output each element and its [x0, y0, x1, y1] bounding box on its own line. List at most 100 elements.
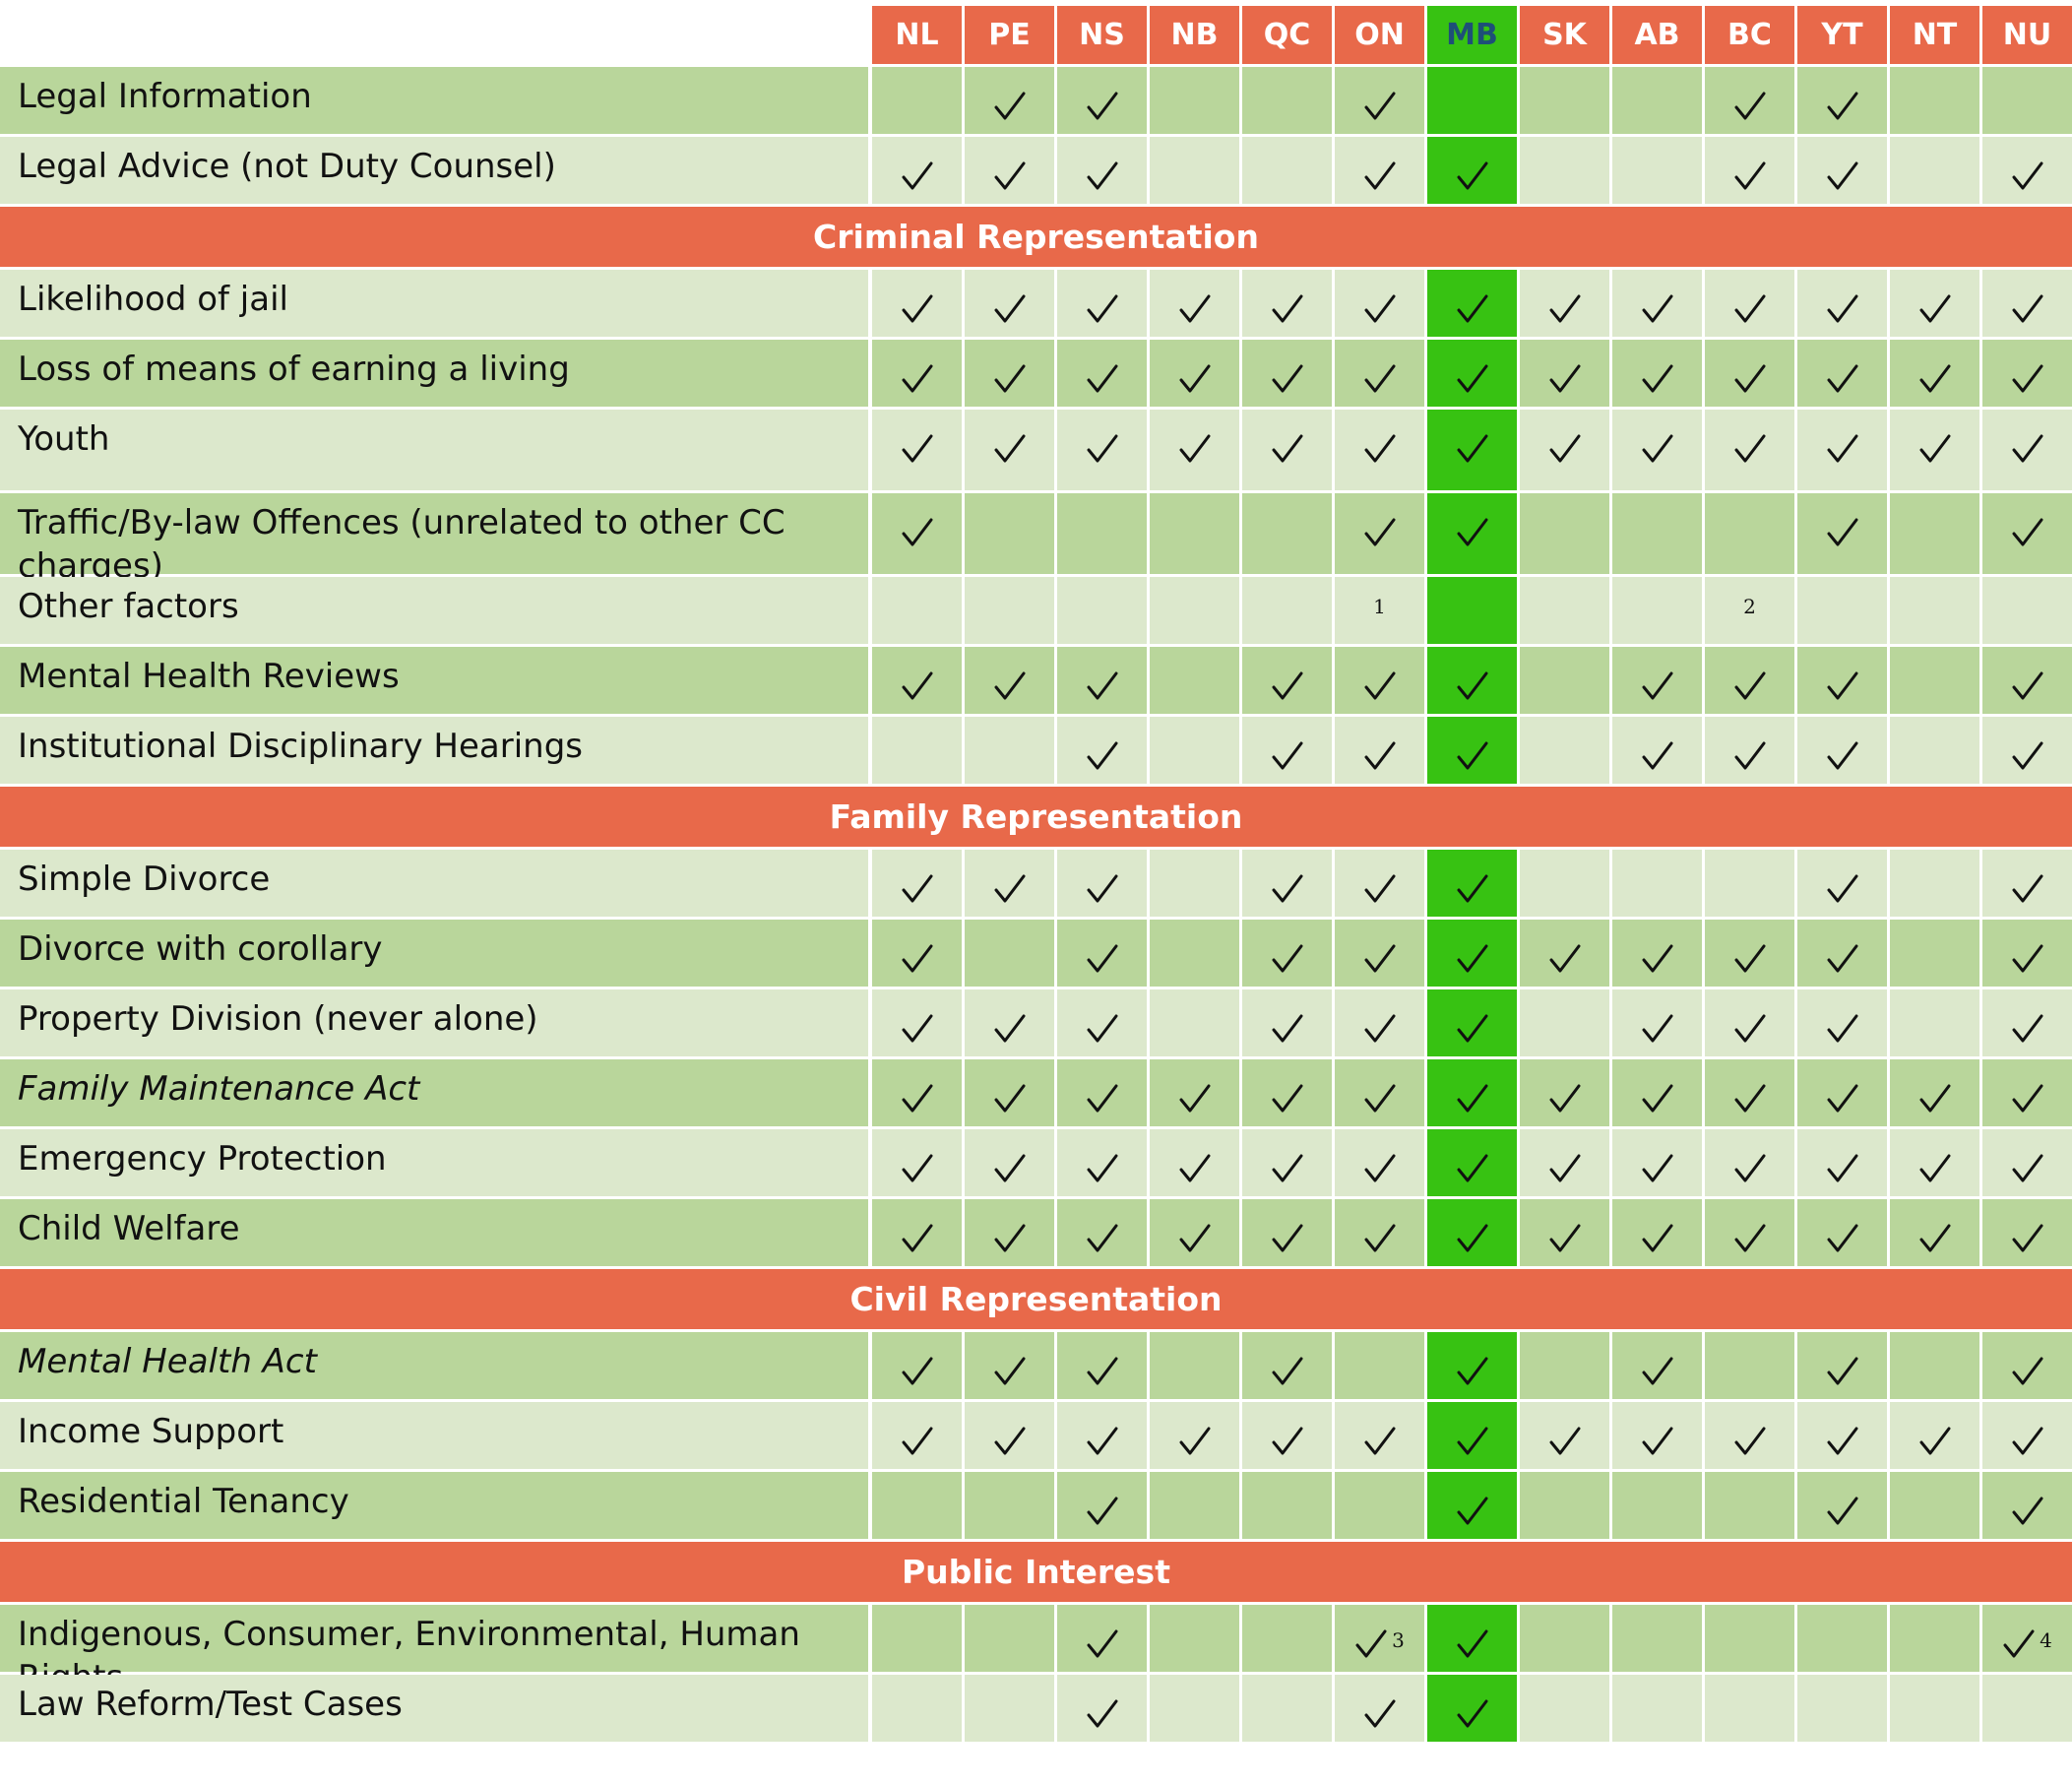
table-cell-pe [965, 1605, 1054, 1672]
checkmark-icon [1363, 873, 1397, 905]
checkmark-icon [1456, 1628, 1489, 1660]
table-cell-pe [965, 577, 1054, 644]
checkmark-icon [1826, 433, 1859, 465]
checkmark-icon [1086, 1698, 1119, 1730]
table-cell-nu [1982, 920, 2072, 987]
checkmark-icon [1363, 433, 1397, 465]
table-cell-nl [872, 340, 962, 407]
table-cell-pe [965, 647, 1054, 714]
table-cell-nt [1890, 920, 1979, 987]
table-cell-ab [1612, 1472, 1702, 1539]
table-cell-qc [1242, 1332, 1332, 1399]
checkmark-icon [1363, 91, 1397, 122]
table-cell-nt [1890, 1472, 1979, 1539]
table-cell-pe [965, 920, 1054, 987]
table-cell-ns [1057, 410, 1147, 490]
checkmark-icon [1456, 1496, 1489, 1527]
checkmark-icon [993, 160, 1027, 192]
table-cell-ns [1057, 920, 1147, 987]
checkmark-icon [1641, 1013, 1674, 1045]
section-header: Public Interest [0, 1542, 2072, 1602]
table-cell-nt [1890, 1129, 1979, 1196]
table-cell-ns [1057, 1605, 1147, 1672]
table-cell-ns [1057, 1472, 1147, 1539]
checkmark-icon [1456, 517, 1489, 548]
table-cell-bc [1705, 410, 1794, 490]
table-cell-ab [1612, 67, 1702, 134]
table-cell-bc [1705, 920, 1794, 987]
table-cell-nt [1890, 989, 1979, 1056]
table-cell-on [1335, 1332, 1424, 1399]
section-header: Criminal Representation [0, 207, 2072, 267]
table-cell-qc [1242, 647, 1332, 714]
table-cell-mb [1427, 577, 1517, 644]
table-cell-nu [1982, 340, 2072, 407]
table-cell-yt [1797, 989, 1887, 1056]
table-cell-ns [1057, 989, 1147, 1056]
table-cell-nl [872, 493, 962, 574]
checkmark-icon [1826, 740, 1859, 772]
table-cell-on [1335, 920, 1424, 987]
table-cell-nl [872, 1675, 962, 1742]
checkmark-icon [1271, 740, 1304, 772]
checkmark-icon [1456, 943, 1489, 975]
checkmark-icon [1733, 1153, 1767, 1184]
checkmark-icon [901, 670, 934, 702]
column-header-bc: BC [1705, 6, 1794, 64]
table-cell-pe [965, 1472, 1054, 1539]
table-cell-yt [1797, 1059, 1887, 1126]
row-label: Divorce with corollary [0, 920, 868, 987]
checkmark-icon [1918, 363, 1952, 395]
checkmark-icon [1641, 293, 1674, 325]
table-cell-on [1335, 717, 1424, 784]
table-cell-bc [1705, 850, 1794, 917]
checkmark-icon [2011, 517, 2044, 548]
checkmark-icon [1456, 873, 1489, 905]
checkmark-icon [1271, 943, 1304, 975]
checkmark-icon [1826, 1356, 1859, 1387]
checkmark-icon [901, 1013, 934, 1045]
table-cell-mb [1427, 717, 1517, 784]
checkmark-icon [2011, 740, 2044, 772]
checkmark-icon [2002, 1628, 2036, 1660]
checkmark-icon [1641, 1223, 1674, 1254]
table-cell-qc [1242, 1472, 1332, 1539]
checkmark-icon [1363, 1223, 1397, 1254]
column-header-nu: NU [1982, 6, 2072, 64]
checkmark-icon [901, 363, 934, 395]
table-cell-pe [965, 270, 1054, 337]
table-cell-bc [1705, 1675, 1794, 1742]
footnote-marker: 1 [1373, 595, 1386, 618]
checkmark-icon [1918, 293, 1952, 325]
table-cell-bc [1705, 1472, 1794, 1539]
checkmark-icon [2011, 1223, 2044, 1254]
row-label: Law Reform/Test Cases [0, 1675, 868, 1742]
table-cell-qc [1242, 67, 1332, 134]
table-cell-ab [1612, 989, 1702, 1056]
table-cell-bc [1705, 340, 1794, 407]
table-cell-bc [1705, 647, 1794, 714]
table-cell-sk [1520, 137, 1609, 204]
table-cell-yt [1797, 1472, 1887, 1539]
table-cell-nb [1150, 410, 1239, 490]
checkmark-icon [1641, 363, 1674, 395]
checkmark-icon [1548, 1153, 1582, 1184]
row-label: Family Maintenance Act [0, 1059, 868, 1126]
table-cell-sk [1520, 493, 1609, 574]
row-label: Other factors [0, 577, 868, 644]
checkmark-icon [1086, 1356, 1119, 1387]
column-header-sk: SK [1520, 6, 1609, 64]
checkmark-icon [1641, 1426, 1674, 1457]
checkmark-icon [1456, 1013, 1489, 1045]
checkmark-icon [1086, 160, 1119, 192]
table-cell-ab [1612, 920, 1702, 987]
table-cell-nu [1982, 410, 2072, 490]
table-cell-sk [1520, 1332, 1609, 1399]
checkmark-icon [1271, 1356, 1304, 1387]
checkmark-icon [901, 873, 934, 905]
table-cell-bc [1705, 1129, 1794, 1196]
checkmark-icon [993, 873, 1027, 905]
table-cell-on [1335, 270, 1424, 337]
checkmark-icon [1456, 670, 1489, 702]
checkmark-icon [2011, 943, 2044, 975]
